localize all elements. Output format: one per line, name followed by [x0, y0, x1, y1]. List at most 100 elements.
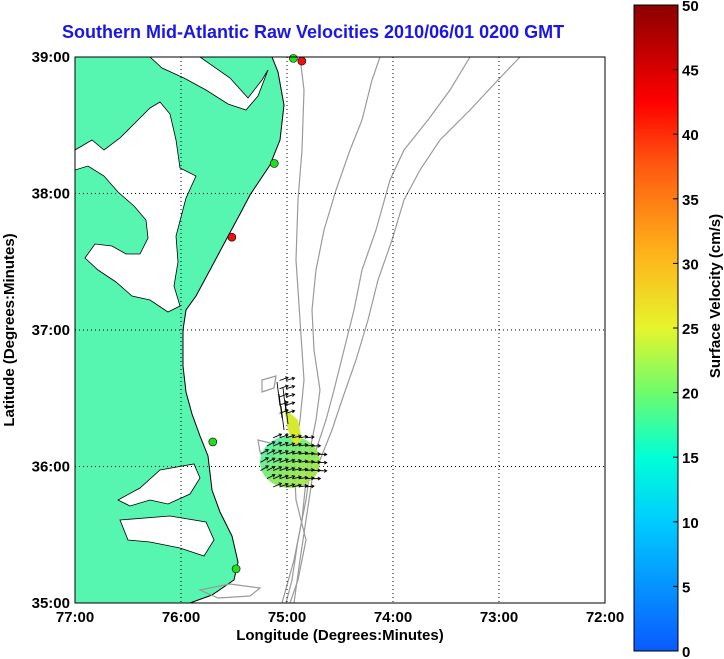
velocity-vector — [260, 465, 269, 471]
velocity-vector-head — [278, 474, 283, 478]
colorbar-tick-label: 30 — [682, 256, 699, 273]
velocity-vector-head — [291, 384, 296, 389]
velocity-vector — [285, 402, 295, 406]
x-tick-label: 76:00 — [162, 609, 200, 626]
velocity-vector — [260, 457, 269, 463]
colorbar-tick-label: 5 — [682, 579, 690, 596]
velocity-vector-head — [291, 458, 296, 463]
velocity-vector — [285, 393, 295, 398]
x-axis-label: Longitude (Degrees:Minutes) — [236, 627, 444, 644]
velocity-vector — [292, 435, 302, 439]
velocity-vector — [279, 385, 289, 390]
velocity-vector-head — [323, 452, 328, 457]
velocity-vector — [285, 459, 295, 463]
velocity-vector-head — [317, 476, 322, 481]
y-axis-label: Latitude (Degrees:Minutes) — [1, 233, 18, 426]
velocity-vector-head — [323, 468, 328, 473]
colorbar-tick-label: 20 — [682, 386, 699, 403]
y-tick-label: 36:00 — [32, 459, 70, 476]
velocity-vector — [285, 410, 295, 414]
velocity-vector-head — [311, 435, 315, 440]
contour-line — [293, 57, 521, 603]
velocity-vector — [279, 475, 289, 480]
velocity-vector — [304, 469, 315, 472]
velocity-vector — [285, 443, 295, 447]
velocity-vector — [260, 449, 269, 455]
velocity-vector — [292, 468, 302, 472]
velocity-vector-head — [271, 457, 276, 462]
velocity-vector — [279, 401, 289, 406]
velocity-vector — [279, 467, 289, 472]
velocity-vector — [273, 474, 282, 480]
velocity-vector — [298, 485, 308, 488]
velocity-vector — [273, 466, 282, 472]
delaware-bay — [149, 57, 269, 111]
velocity-vector — [304, 444, 315, 447]
velocity-vector — [285, 451, 295, 455]
colorbar-tick-label: 40 — [682, 127, 699, 144]
velocity-vector-head — [285, 458, 289, 462]
velocity-vector-head — [285, 450, 289, 454]
colorbar-tick-label: 15 — [682, 450, 699, 467]
velocity-vector-head — [311, 484, 315, 489]
velocity-vector — [292, 476, 302, 480]
velocity-vector — [304, 436, 315, 439]
velocity-vector — [279, 450, 289, 455]
velocity-vector-head — [291, 466, 296, 471]
station-marker — [297, 56, 307, 66]
colorbar-tick-label: 0 — [682, 644, 690, 659]
velocity-vector — [298, 435, 308, 439]
y-tick-labels: 39:00 38:00 37:00 36:00 35:00 — [32, 49, 70, 612]
velocity-vector-head — [291, 442, 296, 447]
contour-line — [289, 57, 307, 603]
velocity-vector-head — [291, 450, 296, 455]
velocity-vector — [285, 377, 295, 381]
velocity-vector — [266, 449, 276, 455]
velocity-vector — [279, 434, 289, 439]
velocity-vector-head — [285, 474, 289, 479]
colorbar-tick-label: 35 — [682, 192, 699, 209]
velocity-vector — [279, 483, 289, 488]
velocity-vector — [282, 387, 287, 413]
velocity-vector-head — [291, 434, 296, 438]
x-tick-label: 72:00 — [586, 609, 624, 626]
velocity-vector-head — [271, 474, 276, 478]
grid — [75, 57, 605, 603]
velocity-vector — [304, 477, 315, 480]
velocity-vector — [266, 474, 276, 480]
contour-line — [285, 57, 471, 603]
velocity-vector — [292, 451, 302, 455]
x-tick-labels: 77:00 76:00 75:00 74:00 73:00 72:00 — [56, 609, 624, 626]
velocity-vector — [273, 450, 282, 455]
velocity-vector-head — [285, 466, 289, 471]
velocity-vector — [292, 443, 302, 447]
velocity-vector-head — [271, 449, 276, 453]
colorbar-tick-label: 10 — [682, 515, 699, 532]
velocity-vector — [266, 457, 276, 463]
pamlico-sound — [117, 463, 215, 557]
velocity-vector — [273, 482, 282, 488]
velocity-vector-head — [291, 409, 296, 414]
velocity-vector — [285, 385, 295, 390]
velocity-vector-head — [285, 441, 289, 446]
x-tick-label: 74:00 — [374, 609, 412, 626]
colorbar-tick-label: 50 — [682, 0, 699, 15]
velocity-vector — [273, 458, 282, 463]
y-tick-label: 35:00 — [32, 595, 70, 612]
colorbar-label: Surface Velocity (cm/s) — [707, 214, 724, 378]
map-title: Southern Mid-Atlantic Raw Velocities 201… — [62, 22, 565, 42]
velocity-vector-head — [291, 393, 296, 397]
velocity-vector — [279, 377, 289, 381]
y-tick-label: 37:00 — [32, 322, 70, 339]
station-marker — [269, 159, 279, 168]
vector-field — [260, 376, 328, 489]
velocity-vector-head — [278, 441, 283, 446]
velocity-vector-head — [285, 384, 289, 389]
velocity-vector — [298, 452, 308, 455]
plot-frame — [74, 56, 606, 604]
velocity-vector — [304, 452, 315, 455]
velocity-vector — [279, 458, 289, 463]
velocity-vector-head — [278, 482, 283, 487]
velocity-vector — [292, 459, 302, 463]
